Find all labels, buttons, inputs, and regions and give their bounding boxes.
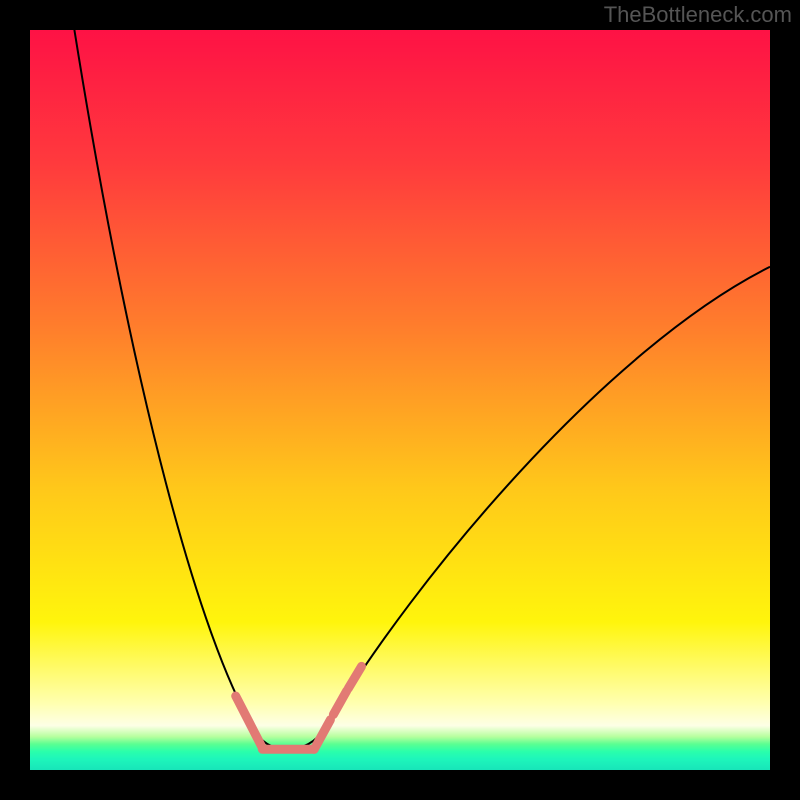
- plot-area: [30, 30, 770, 770]
- highlight-segment: [348, 666, 361, 688]
- curve-path: [74, 30, 770, 749]
- bottleneck-curve-svg: [30, 30, 770, 770]
- highlight-segment: [236, 696, 263, 748]
- watermark-text: TheBottleneck.com: [604, 2, 792, 28]
- highlight-segment: [314, 720, 330, 750]
- optimal-range-highlight: [236, 666, 362, 749]
- highlight-segment: [333, 691, 346, 715]
